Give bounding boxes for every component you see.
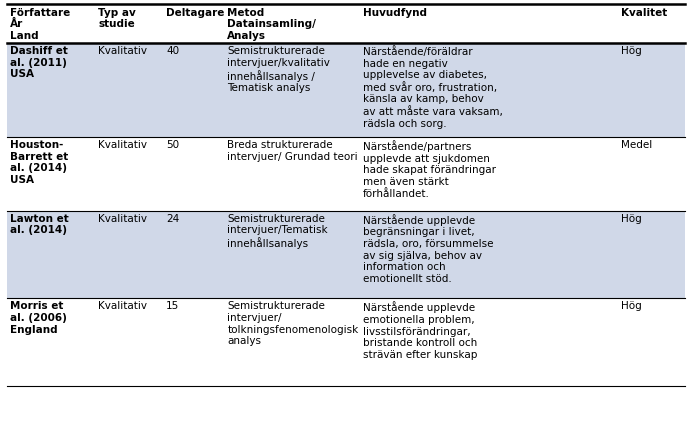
Text: Semistrukturerade
intervjuer/Tematisk
innehållsanalys: Semistrukturerade intervjuer/Tematisk in… xyxy=(227,214,328,249)
Text: Dashiff et
al. (2011)
USA: Dashiff et al. (2011) USA xyxy=(10,46,69,79)
Text: Närstående/partners
upplevde att sjukdomen
hade skapat förändringar
men även stä: Närstående/partners upplevde att sjukdom… xyxy=(363,140,496,198)
Text: Författare
År
Land: Författare År Land xyxy=(10,8,71,41)
Text: Närstående/föräldrar
hade en negativ
upplevelse av diabetes,
med svår oro, frust: Närstående/föräldrar hade en negativ upp… xyxy=(363,46,503,129)
Text: Hög: Hög xyxy=(621,46,641,56)
Text: Morris et
al. (2006)
England: Morris et al. (2006) England xyxy=(10,301,67,335)
Text: 40: 40 xyxy=(166,46,179,56)
Text: Breda strukturerade
intervjuer/ Grundad teori: Breda strukturerade intervjuer/ Grundad … xyxy=(227,140,358,162)
Bar xyxy=(7,299,685,386)
Text: Kvalitativ: Kvalitativ xyxy=(98,140,147,150)
Text: 50: 50 xyxy=(166,140,179,150)
Text: 15: 15 xyxy=(166,301,179,312)
Text: Houston-
Barrett et
al. (2014)
USA: Houston- Barrett et al. (2014) USA xyxy=(10,140,69,185)
Text: Huvudfynd: Huvudfynd xyxy=(363,8,427,17)
Bar xyxy=(7,137,685,211)
Text: Medel: Medel xyxy=(621,140,652,150)
Text: Semistrukturerade
intervjuer/
tolkningsfenomenologisk
analys: Semistrukturerade intervjuer/ tolkningsf… xyxy=(227,301,358,346)
Text: Hög: Hög xyxy=(621,214,641,224)
Bar xyxy=(7,211,685,299)
Text: Kvalitativ: Kvalitativ xyxy=(98,301,147,312)
Text: Typ av
studie: Typ av studie xyxy=(98,8,136,29)
Text: Närstående upplevde
begränsningar i livet,
rädsla, oro, försummelse
av sig själv: Närstående upplevde begränsningar i live… xyxy=(363,214,493,284)
Bar xyxy=(7,43,685,137)
Text: Lawton et
al. (2014): Lawton et al. (2014) xyxy=(10,214,69,236)
Text: Kvalitativ: Kvalitativ xyxy=(98,46,147,56)
Text: Hög: Hög xyxy=(621,301,641,312)
Text: Kvalitativ: Kvalitativ xyxy=(98,214,147,224)
Text: Deltagare: Deltagare xyxy=(166,8,225,17)
Text: Semistrukturerade
intervjuer/kvalitativ
innehållsanalys /
Tematisk analys: Semistrukturerade intervjuer/kvalitativ … xyxy=(227,46,330,93)
Bar xyxy=(7,4,685,43)
Text: Metod
Datainsamling/
Analys: Metod Datainsamling/ Analys xyxy=(227,8,316,41)
Text: 24: 24 xyxy=(166,214,179,224)
Text: Närstående upplevde
emotionella problem,
livsstilsförändringar,
bristande kontro: Närstående upplevde emotionella problem,… xyxy=(363,301,477,360)
Text: Kvalitet: Kvalitet xyxy=(621,8,667,17)
